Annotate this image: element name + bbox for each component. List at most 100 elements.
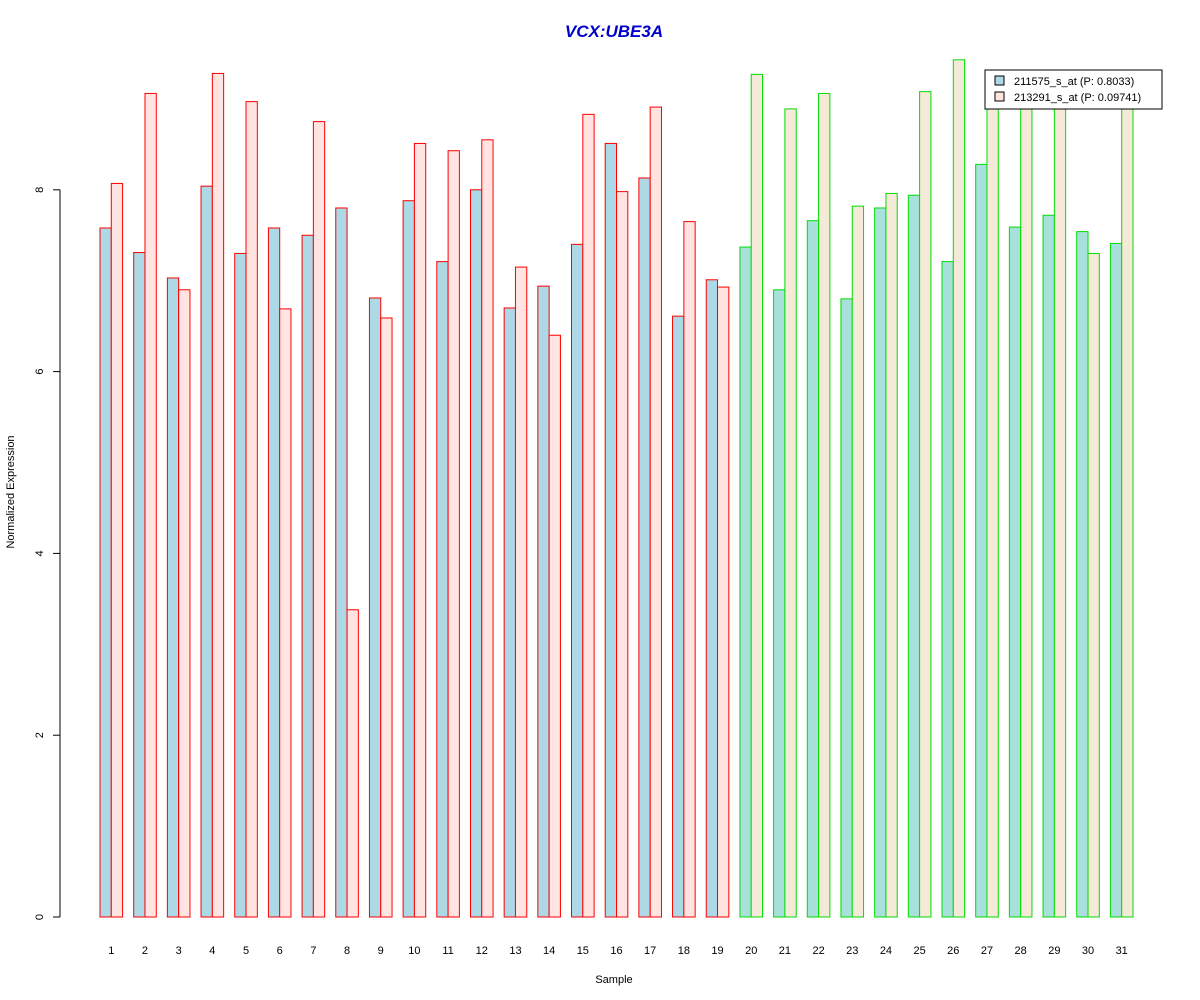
x-tick-label: 7 — [310, 945, 316, 957]
x-tick-label: 3 — [176, 945, 182, 957]
bar-series2-sample-23 — [851, 205, 865, 918]
x-tick-label: 23 — [846, 945, 858, 957]
x-tick-label: 24 — [880, 945, 892, 957]
bar-series2-sample-25 — [919, 91, 932, 918]
x-tick-label: 13 — [509, 945, 521, 957]
x-tick-label: 2 — [142, 945, 148, 957]
bar-series1-sample-12 — [469, 189, 483, 918]
bar-series1-sample-26 — [941, 261, 954, 918]
bar-series1-sample-27 — [975, 163, 988, 918]
bar-series1-sample-5 — [234, 252, 247, 918]
x-tick-labels: 1 2 3 4 5 6 7 8 9 10 11 12 13 14 15 16 17 18 19 20 21 22 23 24 2… — [108, 945, 1128, 957]
bar-series1-sample-16 — [604, 142, 618, 918]
legend-swatch-series-1 — [994, 75, 1005, 86]
bar-series2-sample-1 — [110, 182, 124, 918]
x-tick-label: 16 — [610, 945, 622, 957]
bar-series1-sample-21 — [773, 289, 786, 918]
x-tick-label: 21 — [779, 945, 791, 957]
bar-series2-sample-8 — [346, 609, 359, 918]
bar-series2-sample-31 — [1121, 107, 1134, 918]
bar-series2-sample-17 — [649, 106, 662, 918]
bar-series2-sample-22 — [818, 92, 831, 918]
x-tick-label: 22 — [812, 945, 824, 957]
bar-series2-sample-13 — [514, 266, 528, 918]
x-tick-label: 25 — [913, 945, 925, 957]
bar-series2-sample-5 — [245, 101, 258, 918]
bar-series2-sample-20 — [750, 73, 764, 918]
legend-swatch-series-2 — [994, 91, 1005, 102]
x-tick-label: 30 — [1082, 945, 1094, 957]
bar-series2-sample-10 — [413, 142, 427, 918]
bar-series2-sample-12 — [481, 139, 494, 918]
bar-series2-sample-28 — [1020, 107, 1033, 918]
x-tick-label: 28 — [1015, 945, 1027, 957]
bar-series1-sample-18 — [672, 315, 685, 918]
bar-series1-sample-22 — [806, 220, 820, 918]
bar-series1-sample-4 — [200, 185, 213, 918]
bar-series2-sample-29 — [1053, 107, 1067, 918]
bar-series1-sample-24 — [874, 207, 887, 918]
bar-series2-sample-3 — [178, 289, 191, 918]
legend: 211575_s_at (P: 0.8033) 213291_s_at (P: … — [984, 69, 1163, 110]
bar-series1-sample-17 — [638, 177, 651, 918]
bar-series1-sample-28 — [1008, 226, 1022, 918]
bar-series1-sample-1 — [99, 227, 112, 918]
y-axis: 0 2 4 6 8 — [34, 187, 61, 920]
x-tick-label: 10 — [408, 945, 420, 957]
x-tick-label: 1 — [108, 945, 114, 957]
x-tick-label: 9 — [378, 945, 384, 957]
bar-series2-sample-7 — [312, 121, 326, 918]
x-tick-label: 14 — [543, 945, 555, 957]
x-tick-label: 5 — [243, 945, 249, 957]
bar-series2-sample-4 — [211, 72, 225, 918]
y-tick-label: 0 — [34, 914, 46, 920]
y-tick-label: 8 — [34, 187, 46, 193]
bar-series2-sample-24 — [885, 192, 898, 918]
bars — [99, 59, 1134, 918]
legend-label-series-1: 211575_s_at (P: 0.8033) — [1014, 76, 1134, 88]
y-tick-label: 6 — [34, 369, 46, 375]
bar-series1-sample-23 — [840, 298, 853, 918]
chart-title: VCX:UBE3A — [565, 22, 663, 41]
bar-series2-sample-11 — [447, 150, 460, 918]
bar-series2-sample-9 — [380, 317, 393, 918]
x-tick-label: 4 — [209, 945, 215, 957]
bar-series2-sample-2 — [144, 92, 157, 918]
bar-series1-sample-2 — [133, 252, 146, 918]
bar-series2-sample-21 — [784, 108, 797, 918]
bar-series1-sample-19 — [705, 279, 719, 918]
bar-series1-sample-15 — [571, 243, 584, 918]
legend-box — [984, 69, 1163, 110]
x-tick-label: 27 — [981, 945, 993, 957]
bar-series1-sample-14 — [537, 285, 550, 918]
bar-series2-sample-15 — [582, 113, 595, 918]
bar-series1-sample-29 — [1042, 214, 1055, 918]
x-tick-label: 31 — [1116, 945, 1128, 957]
bar-series2-sample-6 — [279, 308, 292, 918]
y-axis-label: Normalized Expression — [5, 435, 17, 548]
legend-label-series-2: 213291_s_at (P: 0.09741) — [1014, 92, 1141, 104]
bar-series2-sample-14 — [548, 334, 561, 918]
x-tick-label: 11 — [442, 945, 453, 957]
bar-series1-sample-20 — [739, 246, 752, 918]
bar-series1-sample-8 — [335, 207, 348, 918]
bar-series1-sample-11 — [436, 261, 449, 918]
x-tick-label: 29 — [1048, 945, 1060, 957]
x-tick-label: 20 — [745, 945, 757, 957]
bar-series2-sample-16 — [616, 191, 629, 918]
x-tick-label: 15 — [577, 945, 589, 957]
bar-series1-sample-25 — [907, 194, 921, 918]
x-axis-label: Sample — [595, 974, 632, 986]
bar-series1-sample-13 — [503, 307, 516, 918]
y-tick-label: 4 — [34, 550, 46, 556]
x-tick-label: 6 — [277, 945, 283, 957]
bar-series2-sample-26 — [952, 59, 966, 918]
x-tick-label: 8 — [344, 945, 350, 957]
bar-series2-sample-18 — [683, 221, 696, 918]
x-tick-label: 18 — [678, 945, 690, 957]
bar-series1-sample-31 — [1109, 242, 1123, 918]
bar-series1-sample-6 — [267, 227, 281, 918]
bar-series2-sample-30 — [1087, 252, 1100, 918]
bar-series1-sample-3 — [166, 277, 180, 918]
